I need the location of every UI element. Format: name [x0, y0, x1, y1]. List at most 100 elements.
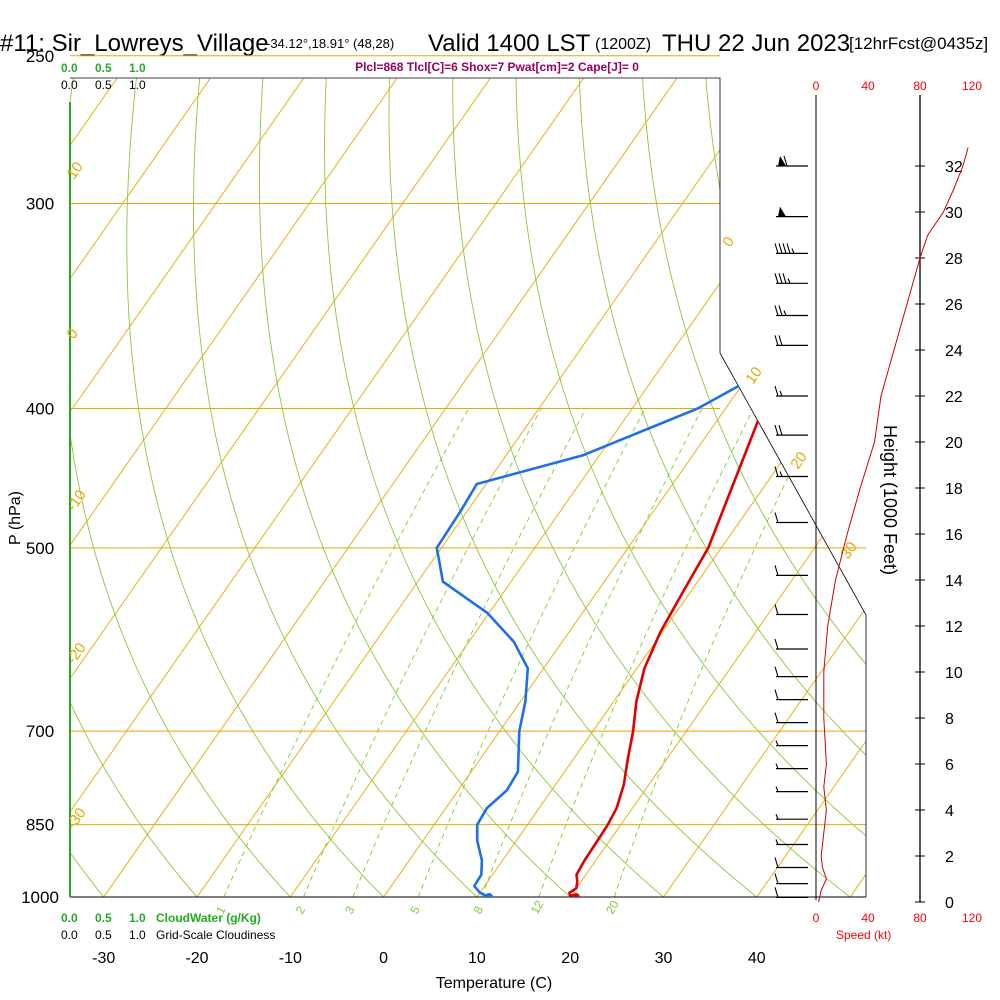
- height-tick-label: 10: [945, 665, 963, 682]
- isotherm-line: [569, 78, 866, 897]
- pressure-tick-label: 500: [26, 539, 54, 558]
- dry-adiabat-line: [639, 78, 866, 897]
- wind-barb: [774, 243, 808, 254]
- dry-adiabat-line: [577, 78, 866, 897]
- wind-barb-flag: [778, 273, 783, 284]
- height-tick-label: 18: [945, 481, 963, 498]
- speed-tick-label-bottom: 120: [962, 911, 982, 925]
- speed-tick-label-bottom: 40: [861, 911, 875, 925]
- isotherm-line: [70, 78, 438, 897]
- wind-barb-flag: [774, 666, 779, 677]
- wind-barb: [775, 740, 808, 747]
- plot-boundary: [70, 77, 867, 897]
- wind-barb-flag: [783, 155, 788, 167]
- wind-barb-flag: [786, 243, 791, 254]
- wind-panel: 0246810121416182022242628303200404080801…: [774, 79, 982, 925]
- wind-barb-flag: [778, 305, 783, 316]
- temperature-tick-label: -10: [279, 950, 302, 967]
- wind-barb-flag: [774, 565, 779, 576]
- temperature-tick-label: 30: [655, 950, 673, 967]
- wind-barb-pennant: [778, 156, 786, 166]
- wind-barb-flag: [774, 712, 779, 723]
- temperature-tick-label: -30: [92, 950, 115, 967]
- height-tick-label: 12: [945, 619, 963, 636]
- speed-axis-label: Speed (kt): [836, 928, 891, 942]
- wind-barb-half-flag: [779, 471, 783, 477]
- wind-barb: [774, 305, 808, 317]
- wind-barb: [774, 857, 808, 869]
- wind-barb-flag: [774, 243, 779, 254]
- height-tick-label: 22: [945, 389, 963, 406]
- height-tick-label: 30: [945, 205, 963, 222]
- dry-adiabat-line: [70, 78, 216, 897]
- wind-barb-flag: [774, 604, 779, 615]
- isobar-lines: [70, 55, 866, 898]
- temperature-tick-label: 20: [561, 950, 579, 967]
- height-tick-label: 14: [945, 573, 963, 590]
- station-title: #11: Sir_Lowreys_Village: [0, 30, 269, 57]
- y-axis-label: P (hPa): [7, 491, 24, 545]
- wind-barb: [774, 512, 808, 524]
- speed-tick-label-top: 80: [913, 79, 927, 93]
- grid-bottom-tick-2: 1.0: [129, 928, 146, 942]
- wind-barb: [774, 424, 808, 436]
- isotherm-label: 10: [742, 364, 765, 387]
- wind-barb: [774, 335, 808, 346]
- wind-barb-half-flag: [783, 310, 787, 316]
- wind-barb-flag: [774, 335, 779, 346]
- height-tick-label: 2: [945, 849, 954, 866]
- wind-barb-half-flag: [775, 763, 779, 769]
- height-tick-label: 24: [945, 343, 963, 360]
- isotherm-line: [196, 78, 811, 897]
- wind-barb-half-flag: [791, 248, 795, 254]
- pressure-tick-label: 1000: [21, 888, 59, 907]
- height-axis-label: Height (1000 Feet): [880, 425, 900, 575]
- temperature-tick-label: -20: [185, 950, 208, 967]
- wind-barb-flag: [774, 512, 779, 523]
- indices-line: Plcl=868 Tlcl[C]=6 Shox=7 Pwat[cm]=2 Cap…: [355, 60, 639, 74]
- wind-barb-flag: [774, 305, 779, 316]
- dry-adiabat-line: [324, 78, 689, 897]
- wind-barb-flag: [774, 466, 779, 477]
- wind-barb: [775, 813, 808, 820]
- mixing-ratio-label: 12: [528, 898, 547, 917]
- wind-barb: [774, 466, 808, 478]
- cloud-bottom-tick-1: 0.5: [95, 911, 112, 925]
- wind-barb-half-flag: [775, 813, 779, 820]
- wind-barb: [776, 206, 808, 218]
- height-tick-label: 16: [945, 527, 963, 544]
- isotherm-line: [70, 78, 625, 897]
- wind-barb-flag: [782, 273, 787, 284]
- cloud-top-tick-0: 0.0: [61, 61, 78, 75]
- temperature-tick-label: 10: [468, 950, 486, 967]
- grid-top-tick-0: 0.0: [61, 78, 78, 92]
- wind-barb-pennant: [778, 206, 786, 217]
- wind-barb: [774, 689, 808, 701]
- wind-barb-flag: [774, 424, 779, 436]
- grid-bottom-tick-1: 0.5: [95, 928, 112, 942]
- dry-adiabat-line: [193, 78, 500, 897]
- speed-tick-label-bottom: 0: [813, 911, 820, 925]
- pressure-tick-label: 850: [26, 816, 54, 835]
- wind-barb-half-flag: [775, 740, 779, 746]
- wind-barb: [774, 638, 808, 650]
- wind-barb-half-flag: [775, 786, 779, 792]
- grid-scale-label: Grid-Scale Cloudiness: [156, 928, 275, 942]
- isotherm-line: [383, 78, 866, 897]
- height-tick-label: 8: [945, 711, 954, 728]
- height-tick-label: 4: [945, 803, 954, 820]
- grid-top-tick-2: 1.0: [129, 78, 146, 92]
- wind-barb: [775, 763, 808, 770]
- dry-adiabat-line: [388, 78, 784, 897]
- isotherm-line: [756, 78, 866, 897]
- forecast-info: [12hrFcst@0435z]: [849, 34, 988, 53]
- grid-bottom-tick-0: 0.0: [61, 928, 78, 942]
- wind-barb-half-flag: [779, 390, 783, 397]
- wind-barb-flag: [774, 689, 779, 700]
- cloud-top-tick-2: 1.0: [129, 61, 146, 75]
- height-tick-label: 6: [945, 757, 954, 774]
- wind-barb: [774, 273, 808, 284]
- zulu-time: (1200Z): [595, 36, 651, 53]
- valid-time: Valid 1400 LST: [428, 30, 591, 57]
- wind-barb: [775, 786, 808, 793]
